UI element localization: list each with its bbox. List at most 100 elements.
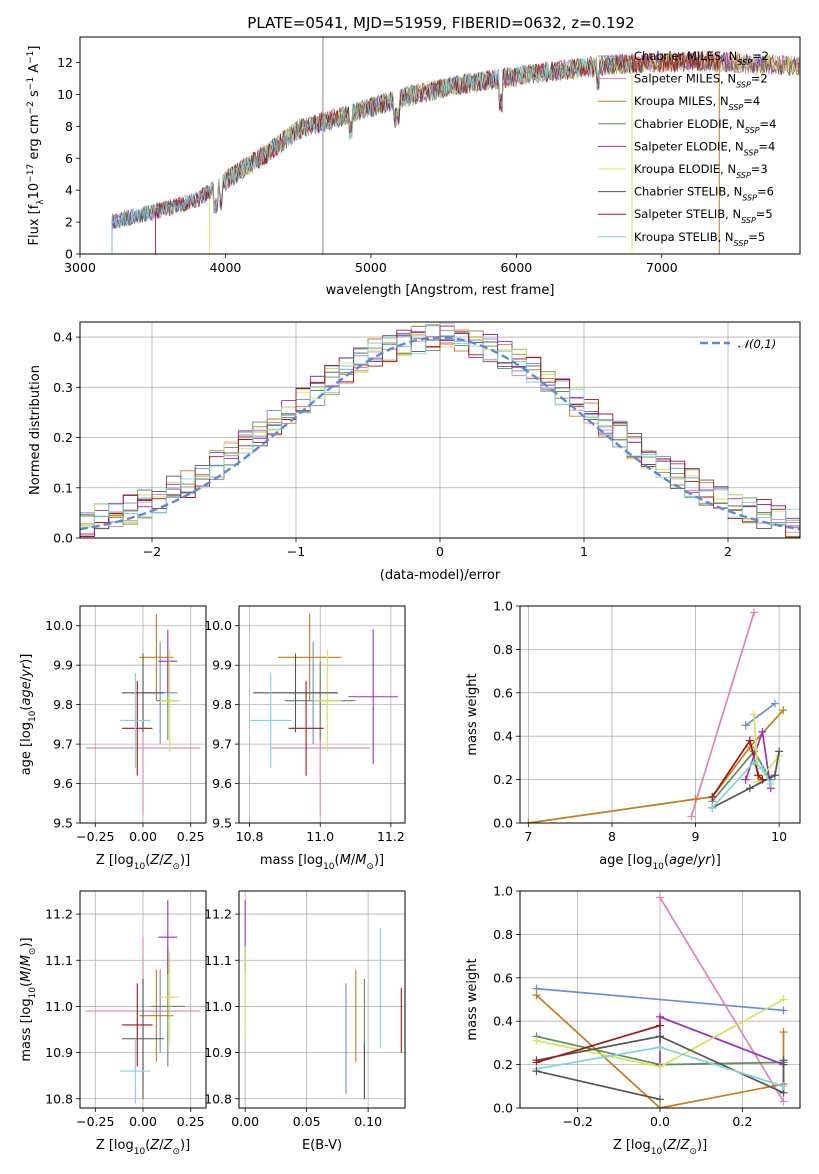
legend-entry: Salpeter STELIB, NSSP=5 — [634, 207, 773, 225]
y-tick-label: 6 — [65, 151, 73, 166]
weight-series — [528, 709, 784, 823]
x-tick-label: −2 — [143, 544, 161, 559]
weight-marker — [532, 1067, 541, 1076]
axes-frame — [79, 36, 801, 255]
y-tick-label: 9.6 — [212, 776, 232, 791]
x-tick-label: 5000 — [355, 260, 387, 275]
histogram-series — [80, 323, 800, 528]
x-tick-label: −1 — [287, 544, 305, 559]
weight-series — [536, 1024, 661, 1064]
x-tick-label: 10.8 — [236, 829, 264, 844]
y-tick-label: 9.5 — [212, 816, 232, 831]
axes-frame — [519, 605, 801, 824]
y-tick-label: 0.2 — [493, 772, 513, 787]
y-tick-label: 0.4 — [493, 1014, 513, 1029]
y-axis-label: age [log10(age/yr)] — [19, 654, 38, 776]
y-tick-label: 9.7 — [212, 737, 232, 752]
x-tick-label: 0.00 — [231, 1114, 259, 1129]
axes-frame — [79, 605, 207, 824]
x-tick-label: 0.05 — [293, 1114, 321, 1129]
weight-marker — [758, 727, 767, 736]
weight-marker — [656, 1032, 664, 1041]
y-tick-label: 2 — [65, 215, 73, 230]
y-tick-label: 9.5 — [53, 816, 73, 831]
x-tick-label: 0.00 — [129, 1114, 157, 1129]
weight-series — [745, 702, 776, 727]
x-tick-label: 0.10 — [354, 1114, 382, 1129]
x-axis-label: Z [log10(Z/Z⊙)] — [96, 1138, 190, 1157]
weight-series — [536, 1035, 785, 1095]
figure-title: PLATE=0541, MJD=51959, FIBERID=0632, z=0… — [247, 14, 634, 32]
legend-entry: 𝒩(0,1) — [738, 337, 776, 351]
massweight-vs-age-panel: 7 8 9 10 0.0 0.2 0.4 0.6 0.8 1.0 age [log10(age/yr… — [465, 599, 801, 872]
y-tick-label: 0.6 — [493, 685, 513, 700]
y-axis-label: mass weight — [465, 958, 480, 1040]
weight-lines — [524, 608, 788, 823]
y-tick-label: 9.9 — [53, 658, 73, 673]
x-tick-label: 0.25 — [177, 829, 205, 844]
y-tick-label: 12 — [57, 55, 73, 70]
weight-marker — [758, 764, 767, 773]
weight-marker — [758, 775, 767, 784]
y-axis-label: mass weight — [465, 673, 480, 755]
axes-frame — [519, 890, 801, 1109]
x-tick-label: −0.2 — [562, 1114, 592, 1129]
legend-entry: Chabrier STELIB, NSSP=6 — [634, 185, 774, 203]
y-axis-label: Normed distribution — [28, 365, 43, 495]
weight-marker — [656, 1012, 664, 1021]
weight-marker — [687, 812, 696, 821]
x-tick-label: 10 — [771, 829, 787, 844]
weight-marker — [708, 803, 717, 812]
x-tick-label: −0.25 — [76, 1114, 114, 1129]
y-tick-label: 0.4 — [493, 729, 513, 744]
axes-frame — [79, 890, 207, 1109]
y-tick-label: 10.0 — [204, 618, 232, 633]
y-tick-label: 9.8 — [53, 697, 73, 712]
weight-marker — [779, 995, 788, 1004]
mass-vs-metallicity-panel: −0.25 0.00 0.25 10.8 10.9 11.0 11.1 11.2 Z [log1… — [19, 890, 207, 1157]
weight-series — [536, 987, 784, 1012]
legend-entry: Chabrier MILES, NSSP=2 — [634, 49, 769, 67]
x-tick-label: 2 — [724, 544, 732, 559]
x-axis-label: (data-model)/error — [380, 568, 501, 583]
x-tick-label: 11.2 — [377, 829, 405, 844]
weight-marker — [766, 779, 775, 788]
error-bars — [249, 613, 398, 816]
weight-marker — [779, 706, 788, 715]
y-tick-label: 10.8 — [204, 1091, 232, 1106]
y-tick-label: 0.0 — [493, 816, 513, 831]
y-tick-label: 10.0 — [45, 618, 73, 633]
weight-marker — [532, 1036, 541, 1045]
weight-series — [711, 761, 772, 809]
y-tick-label: 0.6 — [493, 970, 513, 985]
histograms — [80, 323, 800, 538]
legend-entry: Kroupa STELIB, NSSP=5 — [634, 230, 765, 248]
gaussian-curve — [80, 336, 800, 531]
y-tick-label: 9.9 — [212, 658, 232, 673]
x-axis-label: Z [log10(Z/Z⊙)] — [96, 853, 190, 872]
y-tick-label: 0.0 — [493, 1101, 513, 1116]
weight-marker — [745, 736, 754, 745]
x-tick-label: 7 — [524, 829, 532, 844]
y-tick-label: 11.2 — [204, 907, 232, 922]
x-axis-label: Z [log10(Z/Z⊙)] — [613, 1138, 707, 1157]
error-bars — [85, 900, 201, 1104]
y-tick-label: 9.8 — [212, 697, 232, 712]
spectrum-panel: 3000 4000 5000 6000 7000 0 2 4 6 8 10 12 wavelength … — [26, 36, 801, 298]
y-tick-label: 10 — [57, 87, 73, 102]
weight-marker — [656, 1043, 664, 1052]
weight-lines — [532, 893, 788, 1108]
mass-vs-ebv-panel: 0.00 0.05 0.10 10.8 10.9 11.0 11.1 11.2 E(B-V) — [204, 890, 406, 1153]
weight-marker — [754, 771, 763, 780]
error-bars — [85, 613, 201, 816]
y-tick-label: 1.0 — [493, 884, 513, 899]
y-tick-label: 11.0 — [45, 999, 73, 1014]
massweight-vs-metallicity-panel: −0.2 0.0 0.2 0.0 0.2 0.4 0.6 0.8 1.0 Z [log10(Z/Z… — [465, 884, 801, 1157]
y-tick-label: 9.6 — [53, 776, 73, 791]
x-tick-label: 0.00 — [129, 829, 157, 844]
x-tick-label: 11.0 — [306, 829, 334, 844]
x-tick-label: 1 — [580, 544, 588, 559]
y-tick-label: 0.2 — [53, 430, 73, 445]
x-tick-label: 6000 — [500, 260, 532, 275]
